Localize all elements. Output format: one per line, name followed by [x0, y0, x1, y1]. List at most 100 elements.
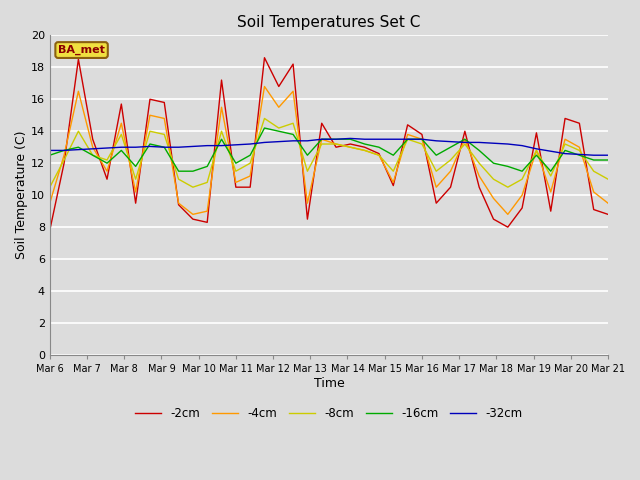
-4cm	[260, 84, 268, 89]
-32cm	[103, 145, 111, 151]
-32cm	[246, 141, 254, 147]
-2cm	[504, 224, 511, 230]
-8cm	[232, 168, 240, 174]
-32cm	[318, 136, 326, 142]
-4cm	[604, 200, 612, 206]
-4cm	[232, 180, 240, 185]
-16cm	[118, 147, 125, 153]
Line: -4cm: -4cm	[50, 86, 608, 215]
-32cm	[289, 138, 297, 144]
-16cm	[418, 136, 426, 142]
-2cm	[232, 184, 240, 190]
-4cm	[518, 192, 526, 198]
-32cm	[46, 147, 54, 153]
-16cm	[476, 147, 483, 153]
-2cm	[575, 120, 583, 126]
-32cm	[476, 140, 483, 145]
Line: -2cm: -2cm	[50, 58, 608, 230]
-4cm	[318, 136, 326, 142]
-2cm	[346, 141, 354, 147]
-8cm	[476, 160, 483, 166]
-2cm	[547, 208, 555, 214]
-16cm	[361, 141, 369, 147]
-2cm	[146, 96, 154, 102]
-8cm	[246, 160, 254, 166]
-8cm	[118, 132, 125, 137]
-4cm	[132, 189, 140, 195]
-4cm	[146, 112, 154, 118]
-8cm	[361, 147, 369, 153]
-32cm	[361, 136, 369, 142]
-4cm	[103, 168, 111, 174]
-8cm	[404, 136, 412, 142]
-2cm	[418, 132, 426, 137]
-8cm	[532, 147, 540, 153]
-4cm	[204, 208, 211, 214]
-16cm	[561, 147, 569, 153]
-16cm	[146, 141, 154, 147]
-4cm	[547, 189, 555, 195]
-32cm	[375, 136, 383, 142]
-16cm	[260, 125, 268, 131]
-8cm	[89, 152, 97, 158]
-32cm	[74, 147, 82, 153]
-8cm	[433, 168, 440, 174]
-32cm	[590, 152, 598, 158]
-4cm	[561, 136, 569, 142]
-32cm	[547, 148, 555, 154]
-8cm	[590, 168, 598, 174]
-8cm	[60, 157, 68, 163]
-8cm	[132, 176, 140, 182]
-32cm	[332, 136, 340, 142]
-2cm	[218, 77, 225, 83]
-2cm	[532, 130, 540, 136]
-16cm	[390, 152, 397, 158]
-8cm	[74, 128, 82, 134]
-4cm	[461, 136, 468, 142]
-16cm	[604, 157, 612, 163]
-16cm	[332, 136, 340, 142]
-8cm	[161, 132, 168, 137]
-16cm	[246, 152, 254, 158]
-16cm	[218, 136, 225, 142]
-8cm	[204, 180, 211, 185]
-16cm	[318, 136, 326, 142]
-8cm	[260, 116, 268, 121]
-32cm	[161, 144, 168, 150]
-2cm	[461, 128, 468, 134]
-4cm	[161, 116, 168, 121]
-16cm	[161, 144, 168, 150]
-32cm	[132, 144, 140, 150]
-16cm	[433, 152, 440, 158]
-8cm	[575, 147, 583, 153]
-32cm	[204, 143, 211, 148]
Line: -32cm: -32cm	[50, 138, 608, 155]
-8cm	[504, 184, 511, 190]
-2cm	[518, 205, 526, 211]
-8cm	[447, 157, 454, 163]
-32cm	[575, 152, 583, 157]
-8cm	[390, 168, 397, 174]
-32cm	[260, 140, 268, 145]
-2cm	[433, 200, 440, 206]
-2cm	[103, 176, 111, 182]
Legend: -2cm, -4cm, -8cm, -16cm, -32cm: -2cm, -4cm, -8cm, -16cm, -32cm	[131, 402, 527, 425]
-8cm	[461, 141, 468, 147]
-8cm	[418, 141, 426, 147]
-32cm	[390, 136, 397, 142]
-32cm	[189, 144, 196, 149]
-2cm	[60, 160, 68, 166]
-2cm	[390, 183, 397, 189]
-4cm	[289, 88, 297, 94]
-16cm	[275, 128, 283, 134]
-4cm	[590, 189, 598, 195]
X-axis label: Time: Time	[314, 377, 344, 390]
-2cm	[175, 202, 182, 208]
-16cm	[575, 152, 583, 158]
-2cm	[303, 216, 311, 222]
-32cm	[447, 139, 454, 144]
-16cm	[375, 144, 383, 150]
-8cm	[218, 128, 225, 134]
-4cm	[490, 195, 497, 201]
-32cm	[561, 151, 569, 156]
